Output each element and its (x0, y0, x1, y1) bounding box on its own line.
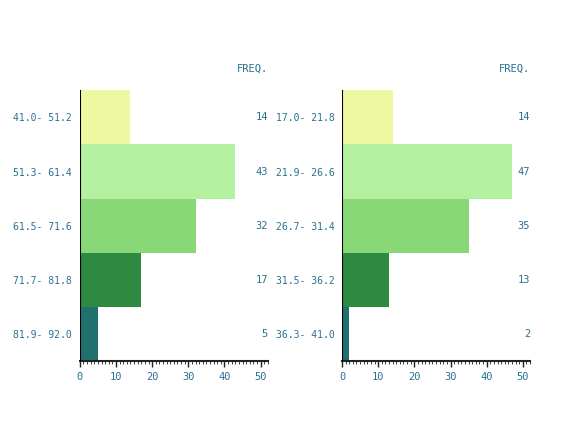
Bar (80, 307, 98, 361)
Text: 13: 13 (518, 275, 530, 285)
Bar (80, 199, 196, 253)
Text: 32: 32 (255, 221, 268, 231)
Text: 14: 14 (255, 112, 268, 123)
Text: 5: 5 (262, 329, 268, 339)
Bar (80, 90, 131, 144)
Text: 17: 17 (255, 275, 268, 285)
Text: FREQ.: FREQ. (237, 64, 268, 74)
Bar (342, 199, 469, 253)
Bar (342, 307, 349, 361)
Text: 14: 14 (518, 112, 530, 123)
Bar (80, 253, 141, 307)
Bar (342, 144, 512, 199)
Text: FREQ.: FREQ. (499, 64, 530, 74)
Text: 43: 43 (255, 166, 268, 177)
Text: 35: 35 (518, 221, 530, 231)
Bar (80, 144, 235, 199)
Text: 2: 2 (524, 329, 530, 339)
Bar (342, 253, 389, 307)
Bar (342, 90, 393, 144)
Text: 47: 47 (518, 166, 530, 177)
